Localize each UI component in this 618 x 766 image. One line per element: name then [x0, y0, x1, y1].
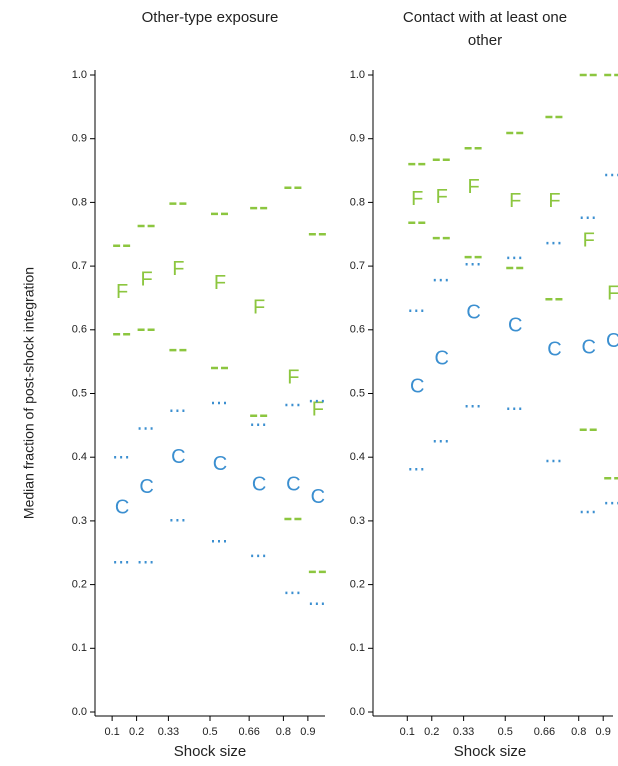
y-tick-label: 0.4 — [72, 451, 87, 463]
point-marker: F — [287, 366, 299, 388]
x-tick-label: 0.9 — [300, 726, 315, 738]
point-marker: C — [311, 486, 325, 508]
point-marker: F — [548, 190, 560, 212]
point-marker: C — [410, 375, 424, 397]
y-tick-label: 0.6 — [350, 324, 365, 336]
point-marker: F — [253, 296, 265, 318]
x-tick-label: 0.1 — [104, 726, 119, 738]
point-marker: F — [140, 268, 152, 290]
point-marker: C — [115, 496, 129, 518]
x-tick-label: 0.2 — [129, 726, 144, 738]
point-marker: F — [607, 282, 618, 304]
y-tick-label: 0.7 — [72, 260, 87, 272]
x-tick-label: 0.1 — [400, 726, 415, 738]
point-marker: C — [547, 338, 561, 360]
y-tick-label: 0.0 — [72, 706, 87, 718]
y-tick-label: 0.8 — [72, 196, 87, 208]
y-tick-label: 0.1 — [72, 642, 87, 654]
y-tick-label: 0.6 — [72, 324, 87, 336]
panel-title: Other-type exposure — [141, 9, 279, 26]
point-marker: C — [139, 476, 153, 498]
point-marker: C — [171, 446, 185, 468]
y-tick-label: 0.5 — [350, 387, 365, 399]
point-marker: C — [508, 314, 522, 336]
point-marker: F — [411, 188, 423, 210]
y-tick-label: 0.3 — [72, 515, 87, 527]
point-marker: F — [436, 186, 448, 208]
x-tick-label: 0.8 — [276, 726, 291, 738]
y-tick-label: 0.9 — [72, 133, 87, 145]
point-marker: C — [435, 347, 449, 369]
point-marker: F — [172, 258, 184, 280]
x-tick-label: 0.66 — [238, 726, 259, 738]
x-tick-label: 0.33 — [453, 726, 474, 738]
point-marker: C — [581, 337, 595, 359]
x-tick-label: 0.9 — [596, 726, 611, 738]
point-marker: C — [286, 474, 300, 496]
x-tick-label: 0.2 — [424, 726, 439, 738]
point-marker: C — [252, 474, 266, 496]
point-marker: F — [116, 281, 128, 303]
point-marker: C — [213, 453, 227, 475]
y-tick-label: 0.0 — [350, 706, 365, 718]
x-tick-label: 0.5 — [498, 726, 513, 738]
y-tick-label: 0.4 — [350, 451, 365, 463]
point-marker: C — [466, 302, 480, 324]
y-tick-label: 0.3 — [350, 515, 365, 527]
y-tick-label: 0.2 — [350, 579, 365, 591]
point-marker: F — [214, 272, 226, 294]
point-marker: F — [468, 176, 480, 198]
point-marker: C — [606, 330, 618, 352]
y-axis-label: Median fraction of post-shock integratio… — [21, 267, 37, 519]
y-tick-label: 0.1 — [350, 642, 365, 654]
y-tick-label: 0.8 — [350, 196, 365, 208]
point-marker: F — [583, 230, 595, 252]
y-tick-label: 1.0 — [350, 69, 365, 81]
x-tick-label: 0.5 — [202, 726, 217, 738]
y-tick-label: 0.9 — [350, 133, 365, 145]
y-tick-label: 1.0 — [72, 69, 87, 81]
x-axis-label: Shock size — [174, 743, 247, 760]
x-tick-label: 0.8 — [571, 726, 586, 738]
x-axis-label: Shock size — [454, 743, 527, 760]
y-tick-label: 0.7 — [350, 260, 365, 272]
x-tick-label: 0.66 — [534, 726, 555, 738]
y-tick-label: 0.2 — [72, 579, 87, 591]
y-tick-label: 0.5 — [72, 387, 87, 399]
panel-title: Contact with at least one other — [402, 9, 568, 49]
x-tick-label: 0.33 — [158, 726, 179, 738]
point-marker: F — [312, 398, 324, 420]
point-marker: F — [509, 190, 521, 212]
